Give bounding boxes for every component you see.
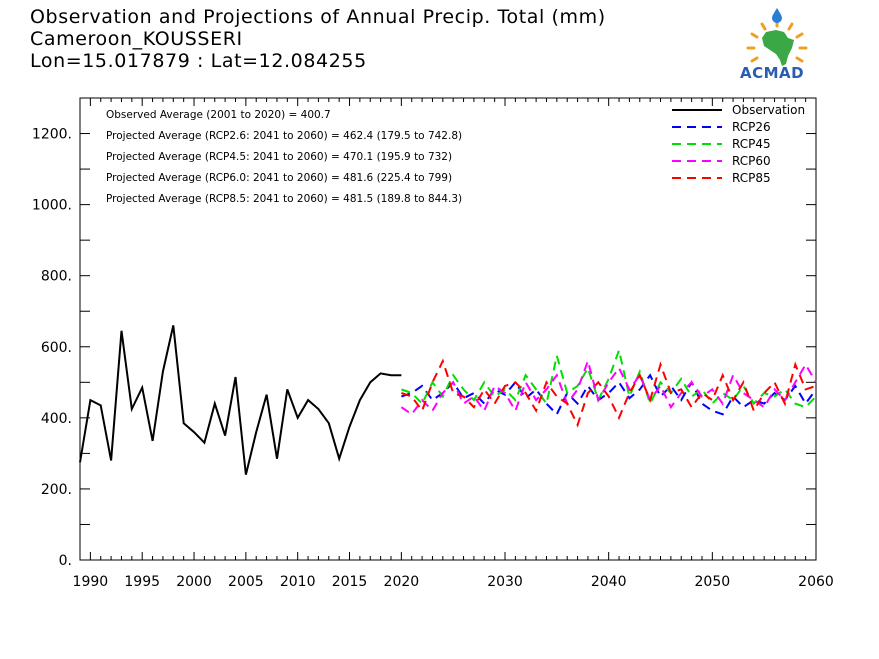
chart-legend: Observation RCP26 RCP45 RCP60 RCP85 xyxy=(672,103,805,185)
y-tick-label: 400. xyxy=(41,411,72,427)
series-line-observation xyxy=(79,325,402,475)
y-tick-label: 600. xyxy=(41,340,72,356)
legend-label: RCP85 xyxy=(732,171,771,185)
chart-header: Observation and Projections of Annual Pr… xyxy=(30,6,606,72)
y-tick-label: 200. xyxy=(41,482,72,498)
x-tick-label: 2005 xyxy=(228,574,264,590)
chart-coordinates: Lon=15.017879 : Lat=12.084255 xyxy=(30,50,367,72)
x-tick-label: 2050 xyxy=(695,574,731,590)
y-tick-label: 1000. xyxy=(32,198,72,214)
logo-drop-icon xyxy=(772,8,782,23)
x-tick-label: 2015 xyxy=(332,574,368,590)
chart-series xyxy=(79,325,817,475)
legend-label: Observation xyxy=(732,103,805,117)
annotation-text: Projected Average (RCP6.0: 2041 to 2060)… xyxy=(106,172,452,184)
x-tick-label: 2030 xyxy=(487,574,523,590)
x-tick-label: 2000 xyxy=(176,574,212,590)
series-line-rcp85 xyxy=(401,358,817,428)
x-tick-label: 2020 xyxy=(384,574,420,590)
series-line-rcp60 xyxy=(400,357,817,416)
annotation-text: Observed Average (2001 to 2020) = 400.7 xyxy=(106,109,331,121)
logo-continent-icon xyxy=(762,30,794,66)
legend-label: RCP45 xyxy=(732,137,771,151)
y-tick-label: 1200. xyxy=(32,127,72,143)
chart-location: Cameroon_KOUSSERI xyxy=(30,28,243,50)
logo-text: ACMAD xyxy=(740,64,805,82)
annotation-text: Projected Average (RCP4.5: 2041 to 2060)… xyxy=(106,151,452,163)
chart-axes: 0. 200. 400. 600. 800. 1000. 1200. 1990 1995 2000… xyxy=(32,97,834,590)
chart-annotations: Observed Average (2001 to 2020) = 400.7 P… xyxy=(106,109,462,205)
x-tick-label: 2040 xyxy=(591,574,627,590)
plot-frame xyxy=(79,97,817,561)
annotation-text: Projected Average (RCP8.5: 2041 to 2060)… xyxy=(106,193,462,205)
x-tick-label: 2060 xyxy=(798,574,834,590)
y-tick-label: 800. xyxy=(41,269,72,285)
series-line-rcp45 xyxy=(401,346,817,409)
legend-label: RCP60 xyxy=(732,154,771,168)
legend-label: RCP26 xyxy=(732,120,771,134)
series-line-rcp26 xyxy=(401,373,817,417)
x-tick-label: 1990 xyxy=(73,574,109,590)
chart-title: Observation and Projections of Annual Pr… xyxy=(30,6,606,28)
annotation-text: Projected Average (RCP2.6: 2041 to 2060)… xyxy=(106,130,462,142)
y-tick-label: 0. xyxy=(59,553,72,569)
x-tick-label: 2010 xyxy=(280,574,316,590)
africa-logo-icon xyxy=(746,8,808,66)
x-tick-label: 1995 xyxy=(124,574,160,590)
